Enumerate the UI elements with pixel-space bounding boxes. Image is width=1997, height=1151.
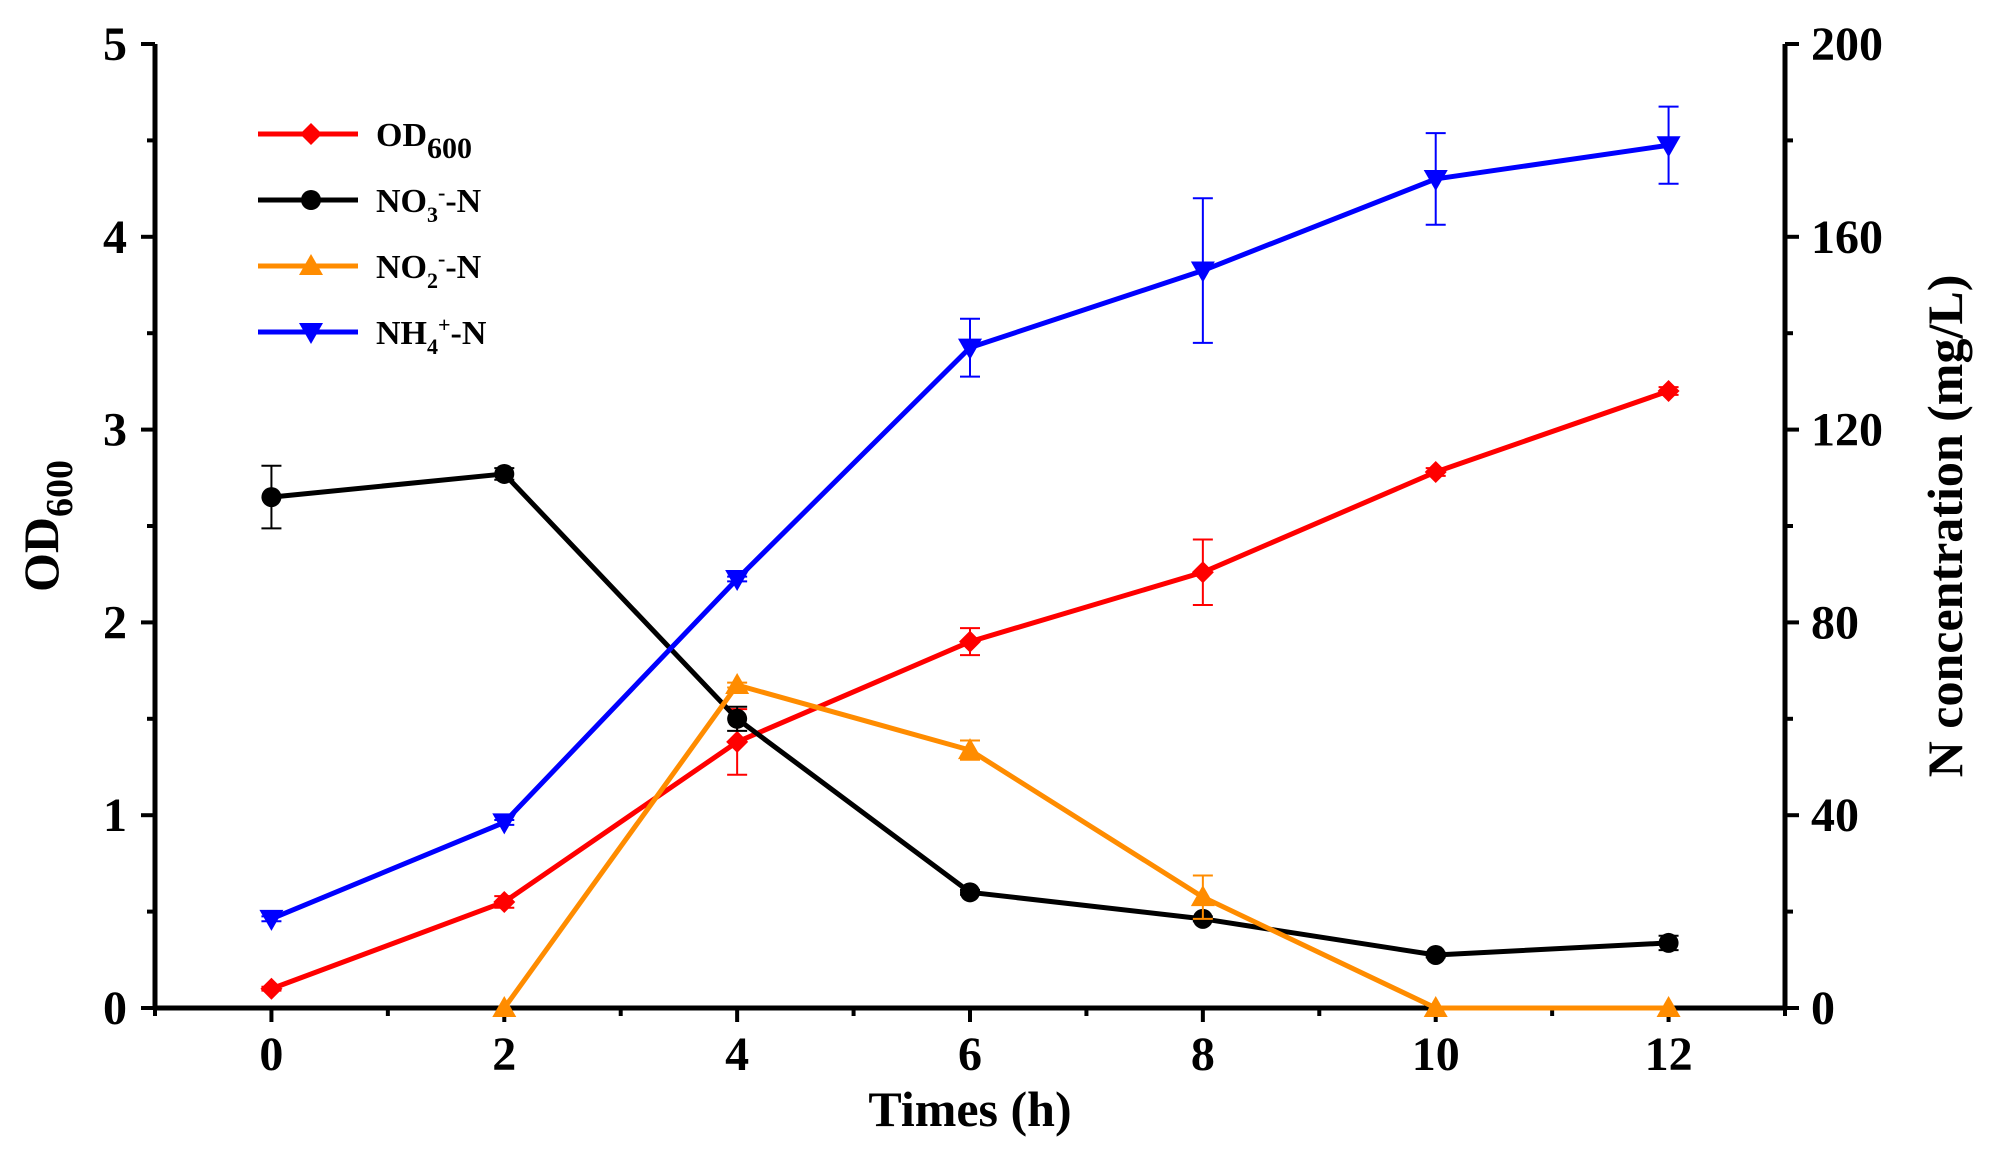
x-tick-label: 6	[958, 1028, 982, 1081]
data-point	[958, 338, 982, 360]
x-tick-label: 12	[1645, 1028, 1693, 1081]
data-point	[727, 708, 748, 729]
data-point	[1190, 261, 1215, 283]
y-left-tick-label: 3	[103, 404, 127, 457]
y-left-tick-label: 4	[103, 211, 127, 264]
y-right-tick-label: 40	[1811, 789, 1859, 842]
legend-item: OD600	[258, 117, 472, 165]
x-tick-label: 0	[259, 1028, 283, 1081]
legend-label: NH4+-N	[376, 312, 487, 359]
data-point	[1656, 136, 1681, 158]
y-left-tick-label: 0	[103, 982, 127, 1035]
data-point	[492, 996, 517, 1017]
data-point	[261, 487, 282, 508]
data-point	[1658, 932, 1679, 953]
x-axis-title: Times (h)	[868, 1081, 1071, 1137]
legend-marker	[299, 254, 323, 275]
series-3	[259, 105, 1681, 931]
x-tick-label: 4	[725, 1028, 749, 1081]
legend: OD600 NO3--N NO2--N NH4+-N	[258, 117, 487, 359]
x-tick-label: 8	[1191, 1028, 1215, 1081]
data-point	[959, 630, 981, 653]
data-point	[494, 463, 515, 484]
legend-label: NO2--N	[376, 246, 482, 293]
data-point	[1425, 944, 1446, 965]
data-point	[492, 813, 517, 835]
legend-label: OD600	[376, 117, 472, 165]
y-left-tick-label: 1	[103, 789, 127, 842]
y-right-tick-label: 160	[1811, 211, 1883, 264]
legend-item: NH4+-N	[258, 312, 487, 359]
y-right-axis-title: N concentration (mg/L)	[1917, 275, 1973, 778]
y-right-tick-label: 80	[1811, 596, 1859, 649]
data-point	[1423, 996, 1448, 1017]
series-layer	[259, 105, 1681, 1017]
data-point	[726, 730, 749, 753]
y-left-axis-title: OD600	[13, 460, 81, 592]
legend-marker	[299, 323, 323, 344]
x-tick-label: 2	[492, 1028, 516, 1081]
data-point	[1656, 996, 1681, 1017]
legend-label: NO3--N	[376, 180, 482, 227]
y-right-tick-label: 0	[1811, 982, 1835, 1035]
data-point	[1424, 461, 1447, 484]
series-line	[502, 682, 1669, 1011]
legend-marker	[300, 123, 322, 145]
data-point	[1657, 380, 1680, 403]
series-1	[261, 463, 1679, 965]
y-left-tick-label: 2	[103, 596, 127, 649]
legend-marker	[301, 190, 321, 210]
legend-item: NO2--N	[258, 246, 482, 293]
series-2	[492, 673, 1681, 1017]
data-point	[1191, 561, 1214, 584]
x-tick-label: 10	[1412, 1028, 1460, 1081]
data-point	[725, 673, 750, 695]
data-point	[493, 890, 516, 913]
y-left-tick-label: 5	[103, 18, 127, 71]
legend-item: NO3--N	[258, 180, 482, 227]
data-point	[1423, 169, 1448, 191]
data-point	[725, 570, 750, 592]
data-point	[259, 909, 284, 931]
y-right-tick-label: 120	[1811, 404, 1883, 457]
data-point	[958, 738, 982, 760]
series-0	[260, 380, 1680, 1000]
data-point	[960, 882, 980, 903]
data-point	[1190, 885, 1215, 907]
data-point	[260, 977, 283, 1000]
y-right-tick-label: 200	[1811, 18, 1883, 71]
